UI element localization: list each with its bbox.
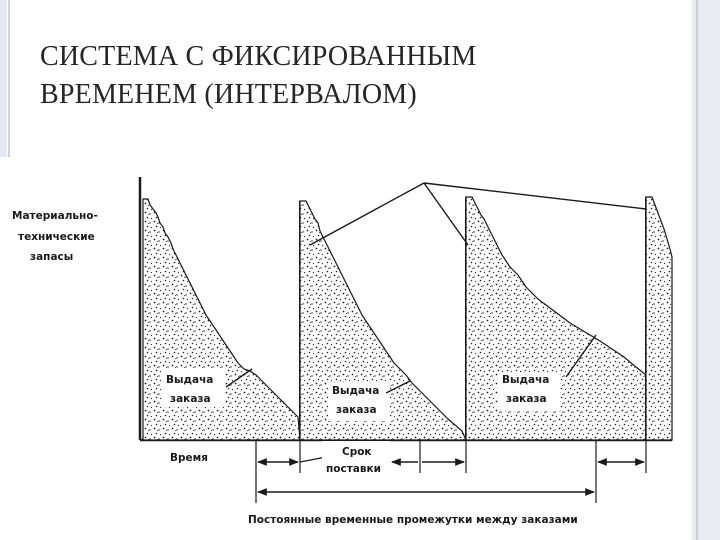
y-axis-label-line-2: технические	[18, 231, 95, 243]
lead-time-label-line-2: поставки	[326, 463, 381, 475]
slide-title-line-2: ВРЕМЕНЕМ (ИНТЕРВАЛОМ)	[40, 79, 417, 110]
inventory-diagram: Материально- технические запасы Выдача з…	[0, 157, 692, 540]
order-label-bg-3	[498, 373, 560, 411]
slide-title-line-1: СИСТЕМА С ФИКСИРОВАННЫМ	[40, 41, 477, 72]
order-label-bg-2	[328, 383, 390, 421]
order-label-2-line-1: Выдача	[332, 385, 379, 397]
order-label-3-line-1: Выдача	[502, 374, 549, 386]
order-pointer-1	[225, 368, 253, 388]
y-axis-label-line-1: Материально-	[12, 210, 98, 222]
y-axis-label-line-3: запасы	[30, 251, 73, 263]
x-axis-label: Время	[170, 452, 208, 464]
inventory-diagram-svg: Материально- технические запасы Выдача з…	[12, 177, 673, 526]
lead-time-label-line-1: Срок	[342, 446, 372, 458]
order-pointer-3	[565, 334, 597, 378]
lead-time-label-bg	[322, 441, 390, 475]
order-pointer-2	[385, 380, 411, 394]
inventory-cycle-4	[645, 196, 673, 441]
slide-frame-right	[692, 0, 720, 540]
max-level-line-1	[309, 182, 425, 246]
interval-label: Постоянные временные промежутки между за…	[248, 514, 578, 526]
order-label-bg-1	[162, 369, 224, 407]
order-label-1-line-1: Выдача	[166, 374, 213, 386]
lead-time-pointer	[299, 456, 327, 463]
slide-title: СИСТЕМА С ФИКСИРОВАННЫМ ВРЕМЕНЕМ (ИНТЕРВ…	[40, 38, 680, 114]
max-level-line-3	[423, 182, 647, 210]
order-label-1-line-2: заказа	[170, 393, 211, 405]
inventory-cycle-2	[299, 200, 467, 441]
order-label-3-line-2: заказа	[506, 393, 547, 405]
max-level-line-2	[423, 182, 469, 246]
order-label-2-line-2: заказа	[336, 404, 377, 416]
